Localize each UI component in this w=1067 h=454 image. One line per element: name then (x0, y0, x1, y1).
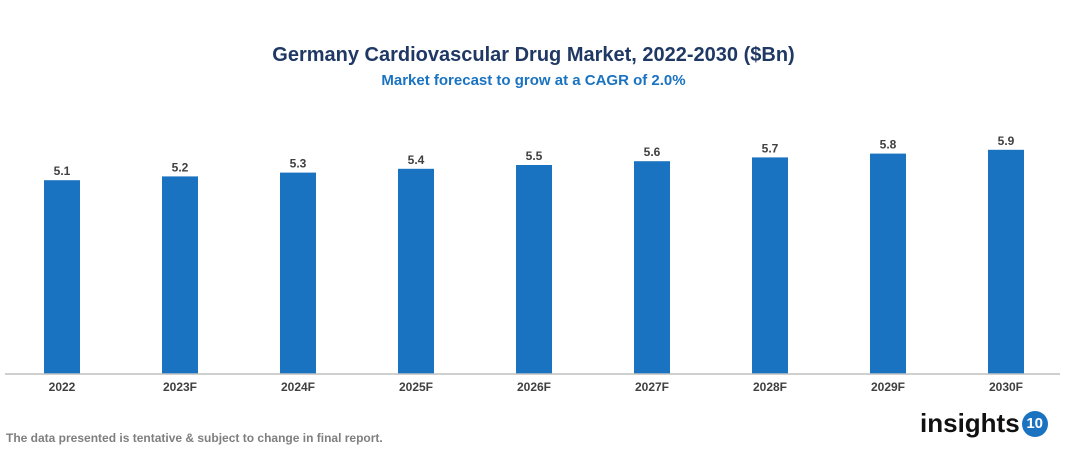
x-tick-label: 2026F (517, 380, 551, 394)
footnote: The data presented is tentative & subjec… (6, 431, 383, 445)
insights10-logo: insights 10 (920, 408, 1048, 439)
data-label: 5.8 (880, 138, 897, 152)
data-label: 5.7 (762, 141, 779, 155)
bar (634, 161, 670, 374)
x-tick-label: 2022 (49, 380, 76, 394)
bar (398, 168, 434, 374)
x-tick-label: 2025F (399, 380, 433, 394)
x-tick-label: 2023F (163, 380, 197, 394)
x-tick-label: 2028F (753, 380, 787, 394)
bar (162, 176, 198, 374)
bar (516, 165, 552, 374)
bar (870, 153, 906, 374)
data-label: 5.6 (644, 145, 661, 159)
data-label: 5.3 (290, 157, 307, 171)
bar (280, 172, 316, 374)
x-tick-label: 2027F (635, 380, 669, 394)
bar (988, 149, 1024, 374)
data-label: 5.1 (54, 164, 71, 178)
x-tick-label: 2024F (281, 380, 315, 394)
bar (752, 157, 788, 374)
x-tick-label: 2030F (989, 380, 1023, 394)
data-label: 5.5 (526, 149, 543, 163)
chart-subtitle: Market forecast to grow at a CAGR of 2.0… (381, 72, 686, 89)
data-label: 5.4 (408, 153, 425, 167)
chart-title: Germany Cardiovascular Drug Market, 2022… (272, 44, 795, 66)
x-tick-label: 2029F (871, 380, 905, 394)
bar (44, 180, 80, 374)
data-label: 5.2 (172, 160, 189, 174)
data-label: 5.9 (998, 134, 1015, 148)
